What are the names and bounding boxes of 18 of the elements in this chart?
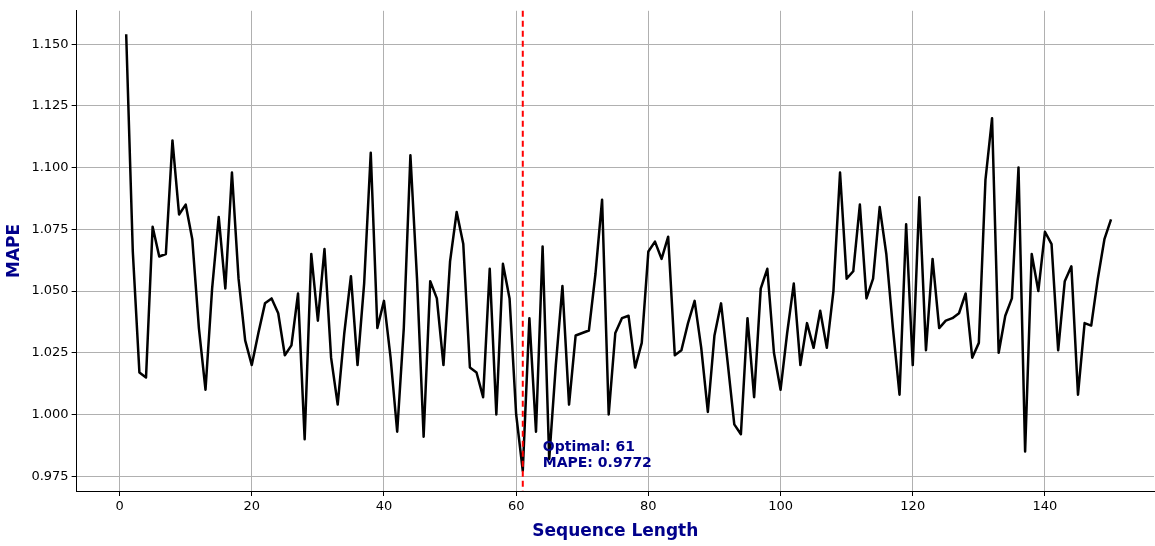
x-tick-label: 40 — [375, 498, 393, 514]
y-tick-label: 1.075 — [31, 220, 69, 236]
x-tick-label: 20 — [243, 498, 261, 514]
x-tick-label: 60 — [507, 498, 525, 514]
y-axis-title: MAPE — [2, 223, 23, 278]
y-tick-label: 1.150 — [31, 35, 69, 51]
x-tick-label: 120 — [900, 498, 926, 514]
x-tick-label: 80 — [640, 498, 657, 514]
x-axis-title: Sequence Length — [532, 520, 699, 541]
y-tick-label: 1.025 — [31, 344, 69, 360]
x-tick-label: 140 — [1032, 498, 1058, 514]
x-tick-label: 100 — [768, 498, 793, 514]
y-tick-label: 1.125 — [31, 97, 69, 113]
y-tick-label: 0.975 — [31, 467, 69, 483]
x-tick-label: 0 — [115, 498, 124, 514]
y-tick-label: 1.050 — [31, 282, 69, 298]
y-tick-label: 1.000 — [31, 405, 69, 421]
y-tick-label: 1.100 — [31, 158, 69, 174]
